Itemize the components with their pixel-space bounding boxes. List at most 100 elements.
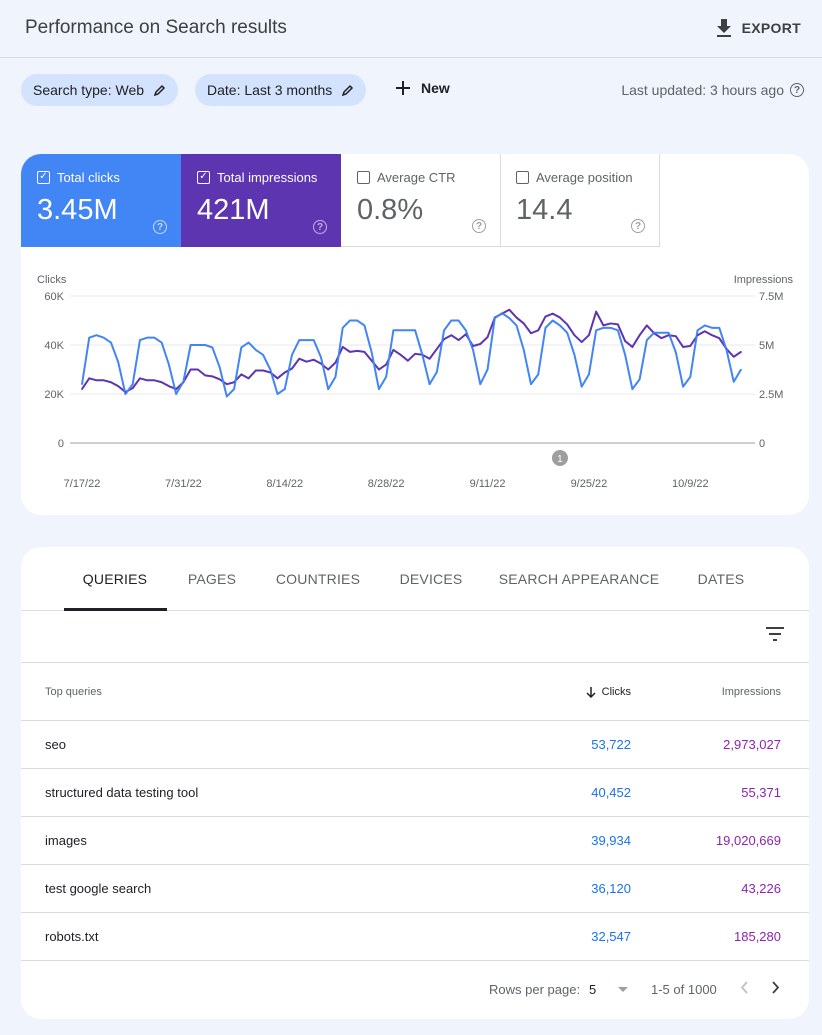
impressions-data-point [204,374,206,377]
impressions-data-point [175,388,177,390]
clicks-data-point [146,336,148,339]
filter-icon[interactable] [766,627,784,641]
date-filter-chip[interactable]: Date: Last 3 months [195,74,367,106]
clicks-data-point [457,319,460,322]
search-type-filter-chip[interactable]: Search type: Web [21,74,179,106]
clicks-data-point [226,395,228,398]
tab-dates[interactable]: DATES [697,571,745,587]
clicks-cell: 32,547 [591,929,631,944]
x-tick-label: 8/14/22 [266,478,303,490]
filter-bar [21,611,809,663]
tab-devices[interactable]: DEVICES [399,571,463,587]
metric-label: Total clicks [57,170,120,185]
tab-countries[interactable]: COUNTRIES [275,571,361,587]
impressions-data-point [385,363,387,366]
table-row[interactable]: robots.txt 32,547 185,280 [21,913,809,961]
impressions-data-point [255,369,257,372]
table-row[interactable]: seo 53,722 2,973,027 [21,721,809,769]
clicks-data-point [117,361,120,363]
tab-pages[interactable]: PAGES [187,571,237,587]
metric-tile-average-ctr[interactable]: Average CTR 0.8% ? [341,154,501,247]
column-header-impressions[interactable]: Impressions [721,686,781,698]
table-header: Top queries Clicks Impressions [21,663,809,721]
clicks-data-point [428,383,431,385]
clicks-data-point [276,393,279,395]
impressions-data-point [349,351,351,353]
new-filter-button[interactable]: New [395,80,450,96]
chevron-right-icon[interactable] [772,981,780,994]
help-icon[interactable]: ? [153,220,167,234]
table-row[interactable]: test google search 36,120 43,226 [21,865,809,913]
impressions-data-point [544,315,547,318]
impressions-data-point [675,335,677,337]
clicks-data-point [175,393,177,395]
impressions-data-point [537,329,540,332]
clicks-data-point [646,339,648,341]
annotation-marker [551,450,568,466]
performance-line-chart[interactable]: Clicks Impressions 0 0 20K 2.5M 40K 5M 60K 7.5M… [21,254,809,504]
clicks-data-point [168,363,170,366]
impressions-data-point [269,371,272,374]
query-cell: seo [45,737,66,752]
clicks-data-point [696,329,699,332]
metric-tile-average-position[interactable]: Average position 14.4 ? [500,154,660,247]
clicks-data-point [262,354,264,356]
impressions-data-point [341,346,344,348]
impressions-data-point [530,332,532,335]
impressions-data-point [189,368,192,371]
impressions-data-point [392,349,395,351]
impressions-data-point [81,388,83,390]
impressions-data-point [414,353,416,355]
impressions-data-point [117,385,120,387]
impressions-data-point [131,387,134,389]
dropdown-arrow-icon[interactable] [618,987,628,992]
metric-label: Total impressions [217,170,318,185]
export-button[interactable]: EXPORT [716,19,801,37]
impressions-data-point [298,357,301,360]
rows-per-page-select[interactable]: 5 [589,982,597,997]
clicks-data-point [204,344,206,346]
impressions-data-point [472,345,474,347]
x-tick-label: 9/25/22 [571,478,608,490]
clicks-data-point [479,383,482,385]
impressions-data-point [740,351,742,353]
column-header-clicks[interactable]: Clicks [586,686,631,698]
clicks-data-point [472,349,474,351]
help-icon[interactable]: ? [631,219,645,233]
table-row[interactable]: images 39,934 19,020,669 [21,817,809,865]
impressions-data-point [595,310,597,313]
impressions-data-point [631,346,634,348]
impressions-data-point [703,330,706,333]
help-icon[interactable]: ? [790,83,804,97]
clicks-data-point [81,383,83,385]
metric-tile-total-clicks[interactable]: ✓ Total clicks 3.45M ? [21,154,181,247]
clicks-data-point [298,339,301,341]
tab-search-appearance[interactable]: SEARCH APPEARANCE [498,571,660,587]
help-icon[interactable]: ? [313,220,327,234]
column-header-query[interactable]: Top queries [45,686,102,698]
checkbox-unchecked-icon[interactable] [357,171,370,184]
chevron-left-icon[interactable] [740,981,748,994]
table-row[interactable]: structured data testing tool 40,452 55,371 [21,769,809,817]
checkbox-unchecked-icon[interactable] [516,171,529,184]
help-icon[interactable]: ? [472,219,486,233]
impressions-data-point [617,323,619,326]
tab-queries[interactable]: QUERIES [82,571,148,587]
pagination: Rows per page: 5 1-5 of 1000 [21,961,809,1019]
clicks-data-point [631,388,634,390]
clicks-data-point [595,329,597,332]
clicks-data-point [653,331,655,334]
metric-label: Average CTR [377,170,456,185]
impressions-data-point [291,367,293,370]
query-cell: images [45,833,87,848]
checkbox-checked-icon[interactable]: ✓ [197,171,210,184]
impressions-cell: 43,226 [741,881,781,896]
search-type-label: Search type: Web [33,82,145,98]
new-label: New [421,80,450,96]
impressions-data-point [399,354,402,356]
checkbox-checked-icon[interactable]: ✓ [37,171,50,184]
metric-tile-total-impressions[interactable]: ✓ Total impressions 421M ? [181,154,341,247]
clicks-data-point [493,317,496,319]
clicks-data-point [638,378,641,381]
impressions-data-point [320,362,322,365]
